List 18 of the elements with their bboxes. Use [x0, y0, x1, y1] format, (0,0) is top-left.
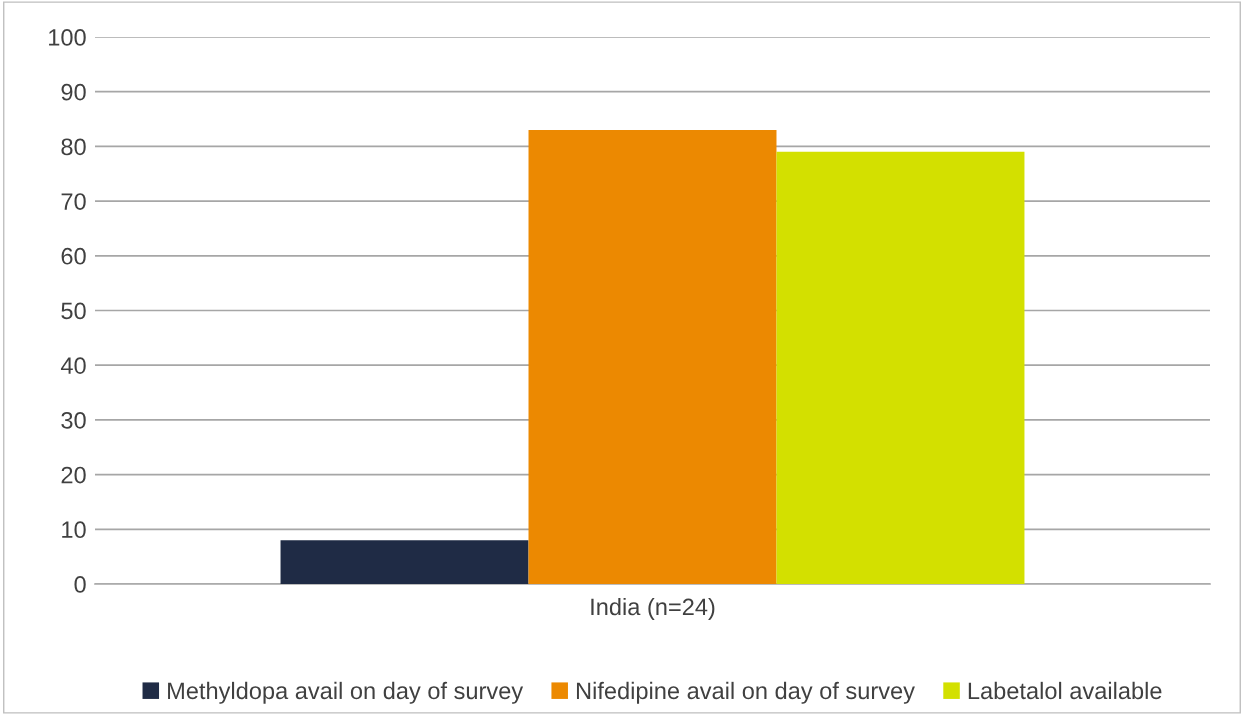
bar: [280, 540, 529, 584]
y-tick-label: 80: [61, 138, 86, 156]
y-tick-label: 40: [60, 357, 86, 374]
y-tick-label: 10: [62, 521, 86, 539]
y-tick-label: 70: [61, 193, 86, 210]
x-tick-label: India (n=24): [591, 597, 715, 620]
legend-label: Labetalol available: [968, 681, 1162, 700]
y-tick-label: 0: [74, 576, 86, 593]
y-tick-label: 30: [61, 411, 86, 429]
y-tick-label: 20: [61, 466, 86, 484]
y-tick-label: 60: [61, 247, 86, 265]
legend-label: Methyldopa avail on day of survey: [168, 681, 524, 704]
bar: [528, 129, 777, 584]
y-tick-label: 100: [49, 29, 86, 46]
bar: [776, 151, 1025, 584]
y-tick-label: 90: [61, 83, 86, 101]
y-tick-label: 50: [61, 302, 86, 320]
legend-label: Nifedipine avail on day of survey: [576, 681, 915, 704]
